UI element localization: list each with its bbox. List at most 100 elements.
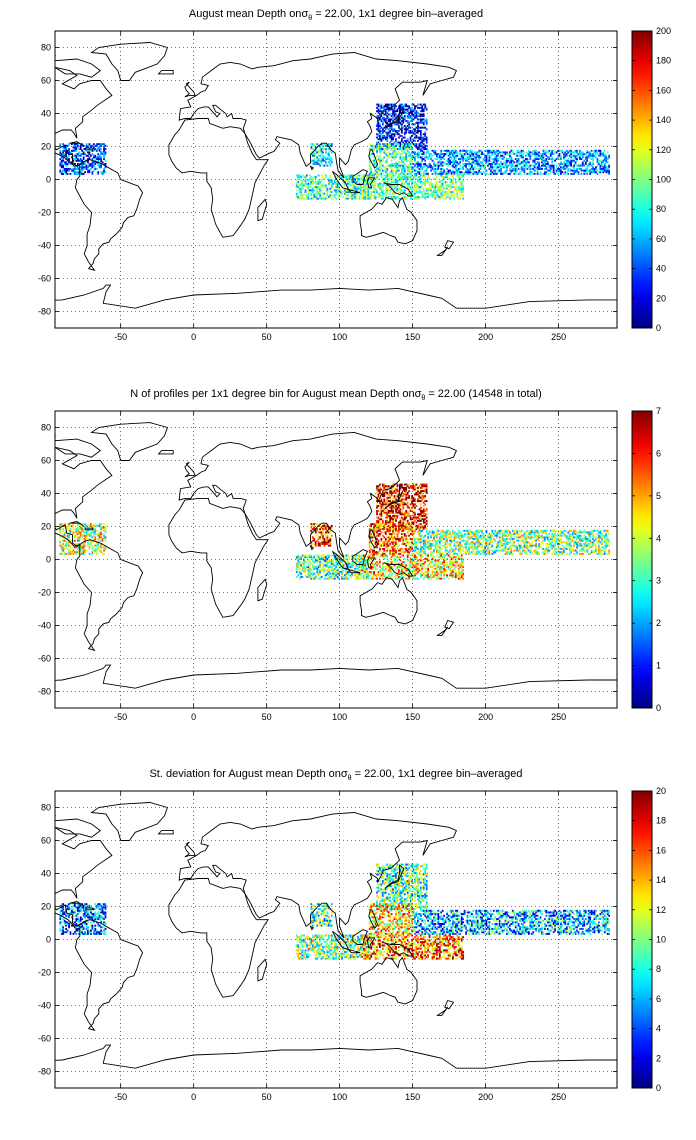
data-cell [568, 163, 571, 165]
data-cell [316, 156, 319, 159]
data-cell [384, 105, 387, 108]
data-cell [85, 167, 88, 170]
data-cell [381, 106, 384, 109]
data-cell [403, 490, 406, 493]
data-cell [412, 118, 415, 121]
data-cell [421, 136, 424, 139]
data-cell [466, 158, 469, 160]
data-cell [560, 149, 562, 152]
data-cell [440, 158, 443, 160]
data-cell [90, 144, 92, 147]
data-cell [411, 163, 413, 165]
data-cell [422, 166, 425, 169]
data-cell [408, 552, 411, 555]
data-cell [355, 187, 358, 190]
data-cell [389, 511, 392, 514]
data-cell [424, 191, 427, 193]
data-cell [383, 508, 386, 511]
data-cell [384, 153, 387, 156]
data-cell [399, 123, 402, 126]
data-cell [395, 143, 397, 146]
data-cell [424, 485, 427, 488]
data-cell [453, 192, 456, 195]
data-cell [523, 159, 526, 162]
data-cell [418, 143, 421, 146]
data-cell [579, 156, 581, 159]
data-cell [527, 153, 530, 156]
data-cell [406, 125, 409, 127]
data-cell [295, 179, 298, 182]
data-cell [398, 197, 400, 200]
data-cell [437, 196, 440, 198]
data-cell [425, 164, 428, 167]
data-cell [488, 541, 491, 544]
data-cell [380, 159, 383, 162]
data-cell [398, 511, 400, 514]
data-cell [389, 518, 392, 521]
data-cell [399, 539, 402, 542]
data-cell [443, 531, 446, 534]
data-cell [506, 167, 508, 170]
data-cell [501, 172, 504, 175]
data-cell [478, 151, 481, 154]
data-cell [476, 531, 479, 534]
data-cell [392, 176, 394, 179]
data-cell [330, 151, 333, 154]
data-cell [478, 158, 481, 160]
data-cell [398, 552, 400, 555]
data-cell [373, 526, 375, 529]
data-cell [418, 156, 421, 159]
data-cell [393, 128, 396, 131]
data-cell [511, 169, 514, 172]
data-cell [65, 164, 67, 167]
data-cell [555, 166, 558, 169]
data-cell [593, 149, 596, 152]
data-cell [438, 181, 441, 184]
data-cell [532, 153, 535, 156]
data-cell [415, 113, 418, 116]
data-cell [412, 549, 415, 552]
data-cell [454, 149, 457, 152]
data-cell [403, 143, 406, 146]
data-cell [76, 171, 79, 174]
data-cell [409, 549, 412, 552]
data-cell [72, 143, 75, 146]
data-cell [405, 488, 408, 491]
data-cell [395, 182, 397, 185]
data-cell [433, 191, 435, 193]
data-cell [415, 154, 418, 157]
data-cell [428, 543, 431, 545]
data-cell [542, 154, 545, 157]
data-cell [379, 146, 381, 149]
data-cell [424, 146, 427, 149]
data-cell [443, 534, 446, 537]
data-cell [408, 121, 411, 124]
data-cell [441, 194, 444, 197]
data-cell [412, 485, 415, 488]
data-cell [571, 156, 574, 159]
data-cell [398, 523, 400, 526]
data-cell [371, 184, 374, 187]
data-cell [98, 166, 101, 169]
data-cell [387, 172, 390, 175]
data-cell [501, 544, 504, 547]
data-cell [490, 149, 492, 152]
data-cell [424, 182, 427, 185]
data-cell [476, 539, 479, 542]
data-cell [392, 111, 394, 114]
data-cell [325, 186, 327, 189]
data-cell [564, 167, 567, 170]
data-cell [434, 541, 437, 544]
data-cell [346, 182, 349, 185]
data-cell [376, 141, 378, 144]
data-cell [405, 144, 408, 147]
data-cell [392, 524, 394, 527]
data-cell [574, 161, 577, 164]
data-cell [456, 153, 459, 156]
data-cell [393, 541, 396, 544]
data-cell [319, 146, 321, 149]
data-cell [82, 153, 85, 156]
data-cell [478, 541, 481, 544]
data-cell [329, 194, 332, 197]
data-cell [424, 544, 427, 547]
